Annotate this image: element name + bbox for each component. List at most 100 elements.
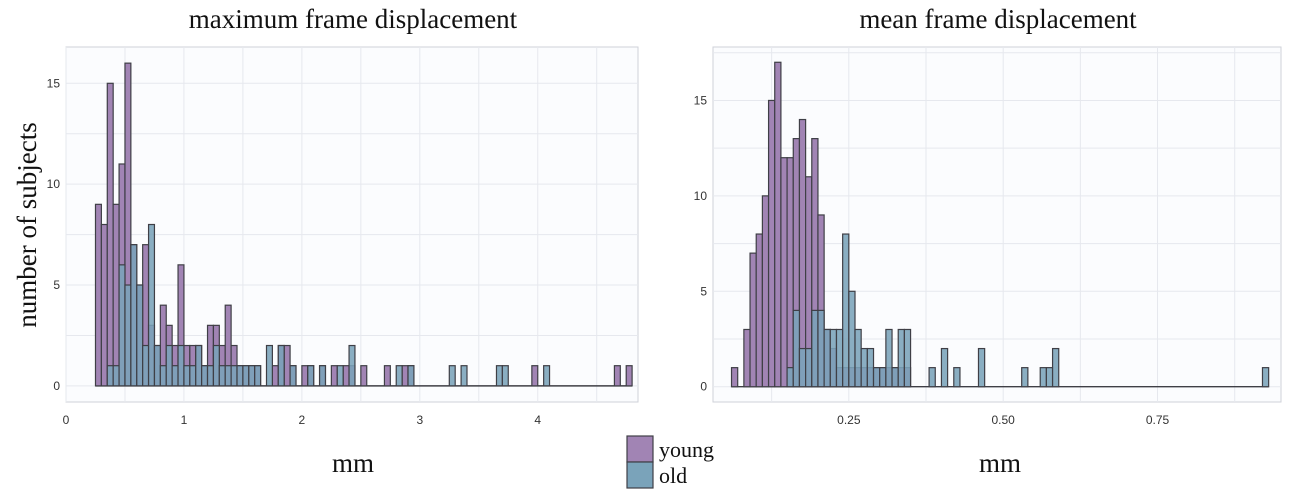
bar-old [112,365,120,387]
bar-young [360,365,368,387]
bar-old [829,328,838,388]
bar-old [230,365,238,387]
bar-old [817,309,825,388]
bar-young [613,365,621,387]
bar-old [318,365,327,387]
bar-old [1039,367,1047,388]
bar-old [811,309,819,388]
bar-young [342,365,350,387]
y-axis-label: number of subjects [12,122,42,327]
y-tick-label: 10 [694,189,708,203]
bar-old [159,365,167,387]
bar-old [805,347,813,388]
bar-young [730,367,739,388]
bar-young [786,157,794,388]
bar-young [761,195,770,388]
bar-old [177,344,185,387]
bar-old [495,365,503,387]
bar-young [767,99,776,388]
bar-old [866,347,875,388]
bar-old [786,367,794,388]
y-tick-label: 0 [700,380,707,394]
bar-old [835,328,844,388]
legend-label-young: young [659,437,714,462]
bar-old [212,344,220,387]
x-tick-label: 4 [534,413,541,427]
bar-old [153,344,161,387]
bar-old [891,367,899,388]
y-tick-label: 15 [47,76,61,90]
bar-young [112,203,120,387]
bar-old [543,365,551,387]
bar-old [953,367,961,388]
bar-old [872,367,881,388]
bar-old [183,365,191,387]
bar-old [977,347,986,388]
bar-old [118,264,126,387]
bar-old [928,367,936,388]
y-tick-label: 5 [700,284,707,298]
bars-max [94,62,633,387]
bar-old [165,344,173,387]
ticks-max: 0 1 2 3 4 0 5 10 15 [47,76,542,427]
bar-old [218,365,226,387]
y-tick-label: 10 [47,177,61,191]
bar-old [265,344,273,387]
bar-old [897,328,905,388]
bar-young [755,233,763,388]
bar-old [130,244,138,387]
bar-young [749,252,757,388]
bar-old [395,365,403,387]
x-tick-label: 1 [181,413,188,427]
x-axis-label-mean: mm [979,448,1021,478]
bar-young [301,365,309,387]
x-tick-label: 0.25 [837,413,861,427]
bar-old [879,367,887,388]
bar-old [254,365,262,387]
bar-old [147,223,156,387]
bar-old [823,328,831,388]
bar-old [860,347,868,388]
bar-old [189,365,197,387]
bar-young [330,365,338,387]
bar-old [307,365,315,387]
bar-old [201,365,209,387]
bar-old [1261,367,1270,388]
chart-title-mean: mean frame displacement [859,4,1137,34]
y-tick-label: 0 [53,379,60,393]
bar-old [842,233,850,388]
bar-young [106,82,114,387]
bar-old [501,365,509,387]
legend: young old [626,435,714,489]
bar-old [248,365,256,387]
bar-old [136,284,144,387]
bar-old [1045,367,1054,388]
bar-old [195,344,203,387]
bar-young [401,365,409,387]
bar-young [383,365,391,387]
bar-old [407,365,415,387]
bar-old [124,284,132,387]
bar-old [224,365,232,387]
panel-mean-displacement: 0.25 0.50 0.75 0 5 10 15 mean frame displaceme… [694,4,1282,478]
bar-young [283,344,291,387]
bar-old [142,344,150,387]
bar-young [100,223,108,387]
bar-old [277,344,285,387]
bar-young [531,365,539,387]
y-tick-label: 15 [694,93,708,107]
x-axis-label-max: mm [332,448,374,478]
x-tick-label: 0.50 [991,413,1015,427]
bar-young [625,365,633,387]
panel-max-displacement: 0 1 2 3 4 0 5 10 15 maximum frame displacement m… [12,4,639,478]
bar-old [460,365,468,387]
bar-old [206,365,215,387]
bar-old [854,328,862,388]
bar-old [1051,347,1060,388]
x-tick-label: 0.75 [1146,413,1170,427]
bar-old [289,365,297,387]
legend-label-old: old [659,463,687,488]
bar-old [236,365,244,387]
bar-young [94,203,102,387]
